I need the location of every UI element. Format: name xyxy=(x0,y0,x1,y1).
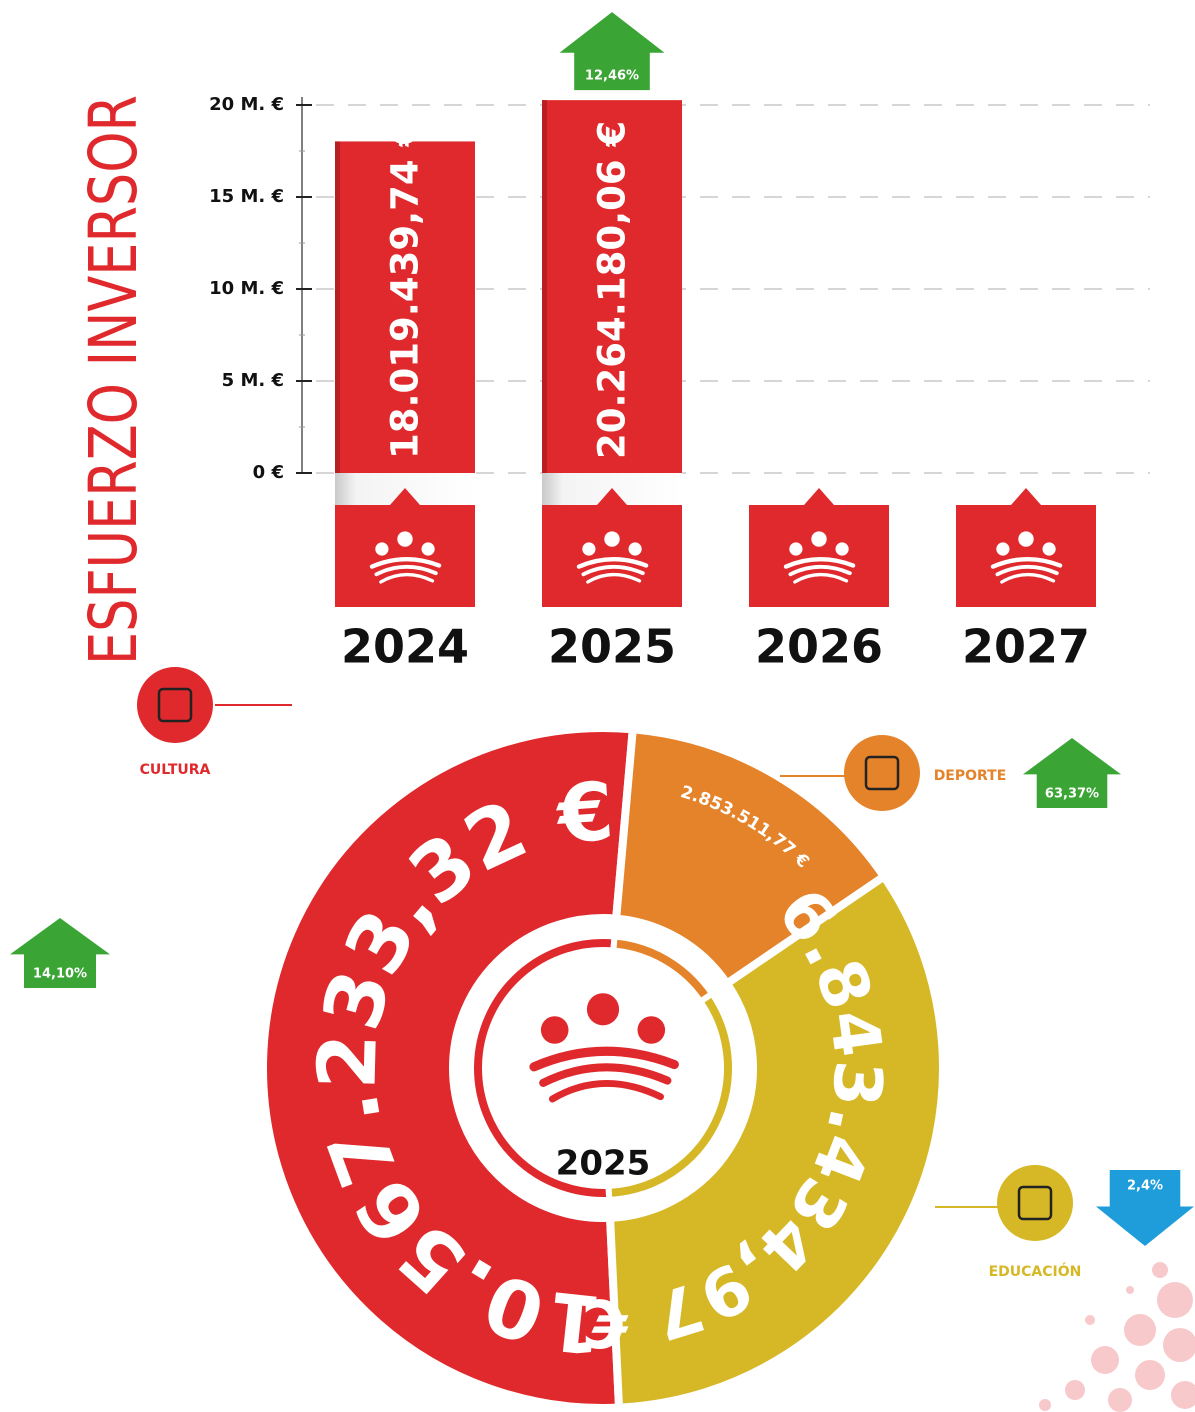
change-arrow xyxy=(10,918,110,988)
change-label: 63,37% xyxy=(1045,787,1099,802)
logo-wave xyxy=(379,572,435,584)
category-box xyxy=(542,488,682,607)
icon-glyph xyxy=(864,755,900,791)
category-label: CULTURA xyxy=(140,762,211,778)
value-label: 20.264.180,06 € xyxy=(591,121,634,459)
inner-ring xyxy=(605,989,738,1203)
change-label: 12,46% xyxy=(585,69,639,84)
center-label: 2025 xyxy=(556,1144,651,1184)
x-tick-label: 2026 xyxy=(755,620,883,674)
logo-wave xyxy=(581,564,645,577)
change-arrow xyxy=(1096,1170,1194,1246)
logo xyxy=(529,993,679,1103)
logo-wave xyxy=(1000,572,1056,584)
logo-dot xyxy=(604,531,620,547)
logo-wave xyxy=(990,556,1063,569)
logo xyxy=(576,531,649,584)
logo xyxy=(369,531,442,584)
logo-wave xyxy=(529,1046,679,1072)
logo-dot xyxy=(397,531,413,547)
value-label: 18.019.439,74 € xyxy=(384,121,427,459)
logo xyxy=(783,531,856,584)
y-tick-label: 10 M. € xyxy=(209,278,284,299)
logo-dot xyxy=(375,542,389,556)
bar-edge xyxy=(335,141,340,473)
x-tick-label: 2024 xyxy=(341,620,469,674)
category-box xyxy=(335,488,475,607)
decor-dots xyxy=(1039,1262,1195,1412)
y-tick-label: 5 M. € xyxy=(222,370,284,391)
logo-dot xyxy=(1042,542,1056,556)
change-label: 2,4% xyxy=(1127,1179,1163,1194)
donut-slice xyxy=(258,723,637,1412)
change-arrow xyxy=(559,12,665,91)
logo-dot xyxy=(1018,531,1034,547)
logo-dot xyxy=(996,542,1010,556)
logo-wave xyxy=(793,572,849,584)
change-label: 14,10% xyxy=(33,967,87,982)
logo-dot xyxy=(637,1016,666,1044)
logo-wave xyxy=(783,556,856,569)
logo-wave xyxy=(539,1063,672,1087)
logo-wave xyxy=(586,572,642,584)
bar xyxy=(335,141,475,473)
x-tick-label: 2027 xyxy=(962,620,1090,674)
chart-title: ESFUERZO INVERSOR xyxy=(75,95,152,665)
logo-dot xyxy=(582,542,596,556)
category-icon xyxy=(137,667,213,743)
category-icon xyxy=(844,735,920,811)
logo-dot xyxy=(628,542,642,556)
x-tick-label: 2025 xyxy=(548,620,676,674)
logo-wave xyxy=(548,1080,664,1103)
icon-glyph xyxy=(157,687,193,723)
category-box xyxy=(956,488,1096,607)
logo-wave xyxy=(374,564,438,577)
logo-wave xyxy=(995,564,1059,577)
logo-dot xyxy=(586,993,620,1026)
logo-dot xyxy=(811,531,827,547)
change-arrow xyxy=(1023,738,1121,808)
y-tick-label: 20 M. € xyxy=(209,94,284,115)
bar-edge xyxy=(542,100,547,473)
logo-dot xyxy=(540,1016,569,1044)
logo-dot xyxy=(835,542,849,556)
logo xyxy=(990,531,1063,584)
category-icon xyxy=(997,1165,1073,1241)
category-label: DEPORTE xyxy=(934,768,1007,784)
donut-slice xyxy=(606,872,947,1412)
icon-glyph xyxy=(1017,1185,1053,1221)
logo-wave xyxy=(788,564,852,577)
category-box xyxy=(749,488,889,607)
logo-wave xyxy=(576,556,649,569)
logo-dot xyxy=(421,542,435,556)
logo-dot xyxy=(789,542,803,556)
bar xyxy=(542,100,682,473)
category-label: EDUCACIÓN xyxy=(989,1262,1082,1280)
y-tick-label: 0 € xyxy=(253,462,284,483)
y-tick-label: 15 M. € xyxy=(209,186,284,207)
logo-wave xyxy=(369,556,442,569)
